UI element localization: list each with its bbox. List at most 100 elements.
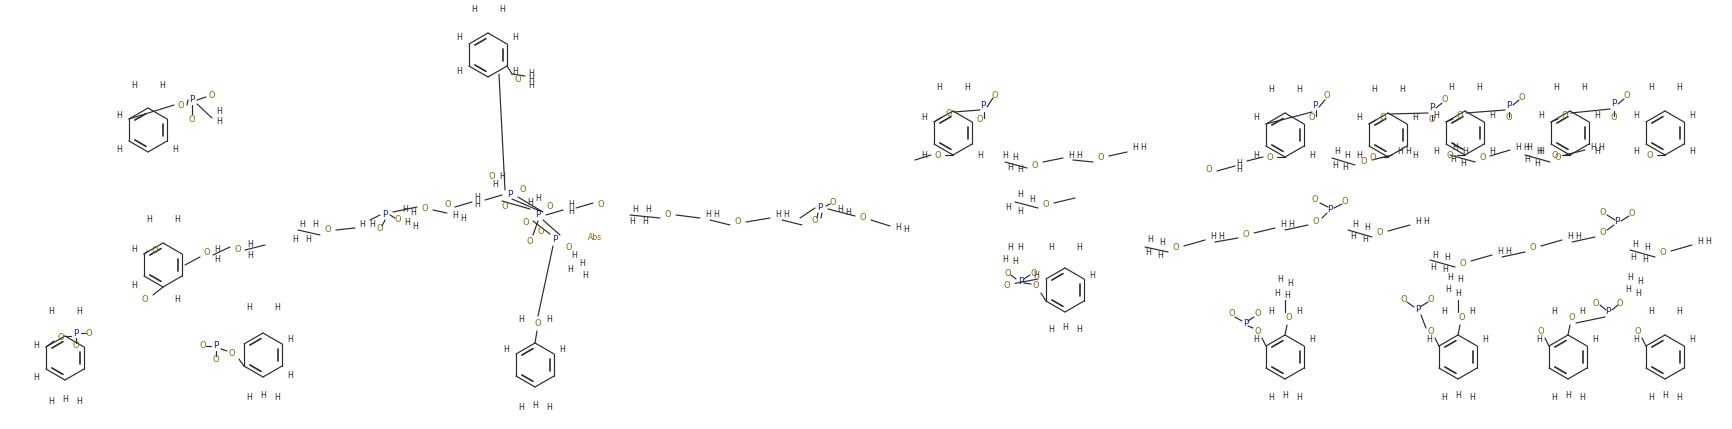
Text: P: P: [1505, 100, 1510, 109]
Text: H: H: [1647, 82, 1652, 91]
Text: H: H: [527, 199, 533, 208]
Text: H: H: [1006, 244, 1011, 253]
Text: O: O: [523, 218, 528, 227]
Text: H: H: [712, 211, 719, 220]
Text: H: H: [528, 82, 533, 91]
Text: H: H: [116, 111, 121, 120]
Text: H: H: [641, 218, 648, 227]
Text: O: O: [1043, 200, 1048, 209]
Text: O: O: [859, 214, 866, 223]
Text: H: H: [1308, 335, 1315, 344]
Text: H: H: [1412, 114, 1417, 123]
Text: O: O: [85, 329, 92, 338]
Text: H: H: [629, 218, 634, 227]
Text: P: P: [1604, 308, 1609, 317]
Text: H: H: [293, 236, 298, 245]
Text: H: H: [1268, 393, 1273, 402]
Text: H: H: [532, 401, 537, 410]
Text: O: O: [734, 218, 741, 227]
Text: H: H: [1451, 143, 1457, 152]
Text: H: H: [1029, 196, 1034, 205]
Text: H: H: [568, 200, 573, 209]
Text: O: O: [1554, 154, 1561, 163]
Text: H: H: [145, 215, 152, 224]
Text: H: H: [260, 390, 265, 399]
Text: O: O: [445, 200, 450, 209]
Text: H: H: [1370, 85, 1377, 94]
Text: H: H: [511, 67, 518, 76]
Text: H: H: [1209, 233, 1216, 242]
Text: H: H: [1441, 266, 1448, 275]
Text: H: H: [1632, 335, 1638, 344]
Text: H: H: [1432, 148, 1438, 157]
Text: O: O: [535, 320, 540, 329]
Text: H: H: [1446, 274, 1451, 283]
Text: P: P: [1242, 320, 1249, 329]
Text: H: H: [1550, 393, 1555, 402]
Text: H: H: [459, 214, 466, 224]
Text: H: H: [1001, 256, 1008, 265]
Text: O: O: [1228, 309, 1235, 318]
Text: P: P: [1018, 277, 1024, 286]
Text: H: H: [1415, 218, 1420, 227]
Text: O: O: [1031, 269, 1037, 278]
Text: H: H: [1460, 158, 1465, 167]
Text: H: H: [1443, 254, 1450, 263]
Text: H: H: [499, 172, 504, 181]
Text: H: H: [568, 208, 573, 217]
Text: H: H: [1457, 275, 1462, 284]
Text: H: H: [1574, 233, 1580, 242]
Text: H: H: [1469, 393, 1474, 402]
Text: O: O: [73, 341, 80, 350]
Text: P: P: [507, 190, 513, 199]
Text: H: H: [1017, 166, 1022, 175]
Text: H: H: [572, 251, 577, 260]
Text: H: H: [288, 335, 293, 344]
Text: O: O: [514, 76, 521, 85]
Text: H: H: [559, 345, 565, 354]
Text: O: O: [1599, 229, 1606, 238]
Text: H: H: [1689, 148, 1694, 157]
Text: P: P: [980, 100, 986, 109]
Text: H: H: [404, 218, 410, 227]
Text: O: O: [1592, 299, 1599, 308]
Text: H: H: [1633, 288, 1640, 297]
Text: H: H: [1287, 278, 1292, 287]
Text: H: H: [246, 393, 251, 402]
Text: O: O: [1368, 152, 1375, 161]
Text: H: H: [1332, 160, 1337, 169]
Text: O: O: [1003, 281, 1010, 290]
Text: H: H: [705, 211, 710, 220]
Text: H: H: [1361, 236, 1367, 245]
Text: O: O: [395, 215, 402, 224]
Text: H: H: [1344, 151, 1349, 160]
Text: P: P: [213, 341, 218, 350]
Text: H: H: [1593, 148, 1599, 157]
Text: H: H: [33, 341, 38, 350]
Text: H: H: [1235, 166, 1242, 175]
Text: H: H: [1252, 335, 1257, 344]
Text: H: H: [1048, 244, 1053, 253]
Text: H: H: [1696, 238, 1703, 247]
Text: O: O: [229, 348, 236, 357]
Text: P: P: [1327, 205, 1332, 214]
Text: H: H: [1704, 238, 1709, 247]
Text: H: H: [1522, 155, 1529, 164]
Text: H: H: [783, 211, 788, 220]
Text: H: H: [1282, 390, 1287, 399]
Text: H: H: [1644, 244, 1649, 253]
Text: H: H: [1268, 308, 1273, 317]
Text: O: O: [1308, 114, 1315, 123]
Text: H: H: [1341, 163, 1347, 172]
Text: H: H: [359, 221, 365, 230]
Text: H: H: [33, 374, 38, 383]
Text: H: H: [1296, 393, 1301, 402]
Text: H: H: [1354, 114, 1361, 123]
Text: O: O: [488, 172, 495, 181]
Text: H: H: [132, 245, 137, 254]
Text: H: H: [173, 215, 180, 224]
Text: O: O: [1005, 269, 1011, 278]
Text: H: H: [1422, 218, 1429, 227]
Text: H: H: [1412, 151, 1417, 160]
Text: H: H: [1145, 248, 1150, 257]
